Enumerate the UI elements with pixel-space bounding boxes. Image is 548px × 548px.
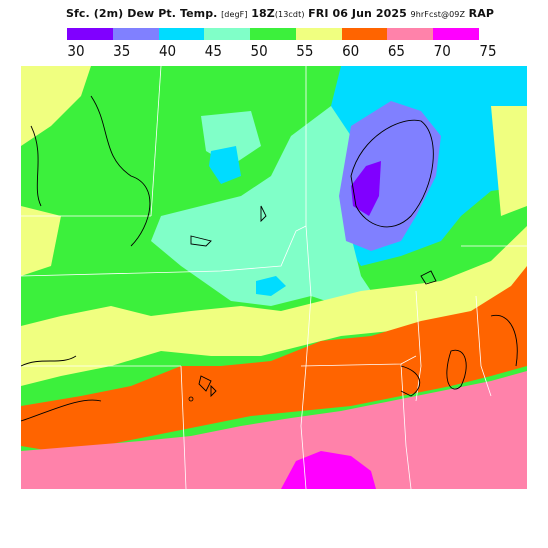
legend-swatch [204, 28, 251, 40]
legend-tick-label: 55 [296, 42, 314, 60]
legend-swatch [250, 28, 296, 40]
legend-swatch [341, 28, 388, 40]
legend-tick-label: 35 [113, 42, 131, 60]
legend-swatch [67, 28, 113, 40]
band-65-south [21, 371, 527, 489]
band-40-north [209, 146, 241, 184]
legend-swatch [387, 28, 434, 40]
band-35-lake [339, 101, 441, 251]
state-boundaries [21, 66, 527, 489]
legend-swatch [295, 28, 342, 40]
legend-tick-label: 60 [342, 42, 360, 60]
title-date: FRI 06 Jun 2025 [308, 7, 407, 20]
title-units: [degF] [221, 10, 248, 19]
title-run: 9hrFcst@09Z [410, 10, 466, 19]
legend-tick-label: 45 [204, 42, 222, 60]
band-40-pocket [256, 276, 286, 296]
legend-tick-label: 50 [250, 42, 268, 60]
band-60-band [21, 266, 527, 451]
map-marker [188, 396, 194, 402]
band-70-south [281, 451, 376, 489]
band-30-core [351, 161, 381, 216]
legend-swatch [433, 28, 480, 40]
legend-tick-label: 70 [433, 42, 451, 60]
title-time: 18Z [251, 7, 275, 20]
title-model: RAP [468, 7, 495, 20]
title-time-local: (13cdt) [274, 10, 305, 19]
contour-lines [21, 95, 518, 422]
band-55-westmid [21, 206, 61, 276]
legend-tick-label: 30 [67, 42, 85, 60]
legend-tick-label: 65 [387, 42, 406, 60]
legend-tick-label: 40 [158, 42, 177, 60]
band-55-east [491, 106, 527, 216]
legend-tick-label: 75 [479, 42, 497, 60]
map-title: Sfc. (2m) Dew Pt. Temp. [degF] 18Z(13cdt… [66, 7, 494, 20]
band-45-central [151, 106, 381, 306]
color-legend [67, 28, 480, 40]
dewpoint-map [21, 66, 527, 489]
title-variable: Sfc. (2m) Dew Pt. Temp. [66, 7, 218, 20]
band-55-band [21, 226, 527, 386]
band-55-west [21, 66, 91, 146]
legend-swatch [112, 28, 159, 40]
legend-swatch [158, 28, 205, 40]
legend-ticks: 30 35 40 45 50 55 60 65 70 75 [62, 42, 502, 60]
